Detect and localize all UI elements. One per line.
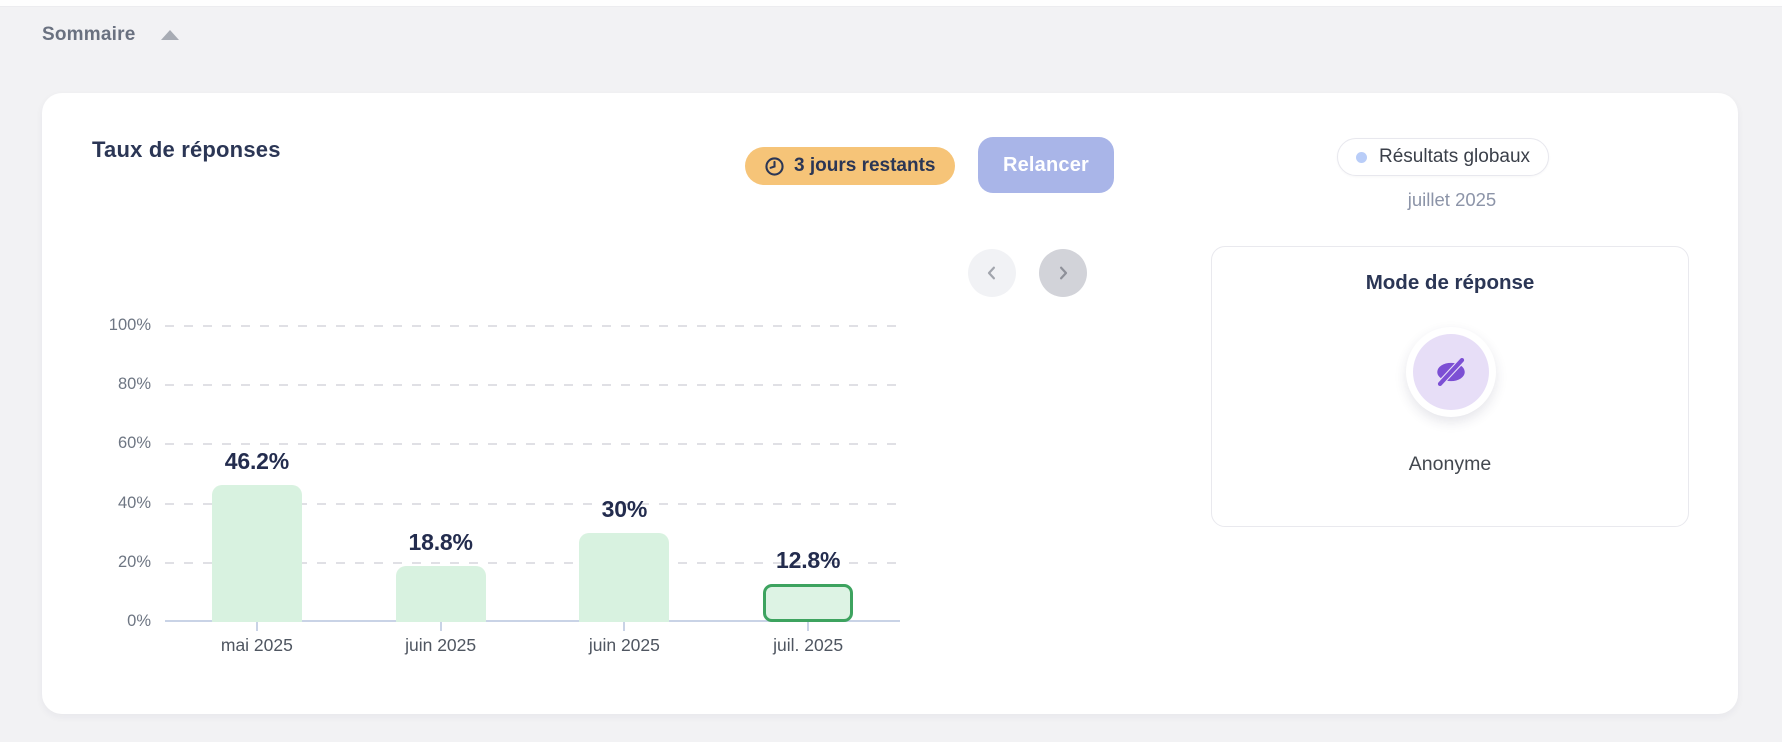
y-axis-tick-label: 80% bbox=[117, 375, 151, 394]
x-axis-tick-label: juil. 2025 bbox=[773, 635, 844, 655]
y-axis-tick-label: 0% bbox=[127, 612, 151, 630]
gridline bbox=[165, 325, 900, 327]
gridline bbox=[165, 443, 900, 446]
section-header: Sommaire bbox=[42, 24, 180, 46]
x-axis-tick bbox=[623, 622, 626, 631]
bar-juin-2025[interactable] bbox=[395, 566, 486, 622]
response-rate-card: Taux de réponses 3 jours restants Relanc… bbox=[42, 93, 1738, 714]
previous-card-edge bbox=[0, 0, 1782, 7]
gridline bbox=[165, 561, 900, 564]
bar-value-label: 12.8% bbox=[776, 547, 841, 574]
next-period-button[interactable] bbox=[1039, 249, 1087, 297]
eye-off-icon bbox=[1413, 334, 1489, 410]
global-results-label: Résultats globaux bbox=[1379, 146, 1531, 167]
x-axis-tick bbox=[255, 622, 258, 631]
bar-value-label: 30% bbox=[601, 496, 648, 523]
collapse-up-icon[interactable] bbox=[161, 30, 180, 40]
legend-dot-icon bbox=[1356, 151, 1367, 163]
days-left-badge: 3 jours restants bbox=[745, 147, 955, 185]
card-title: Taux de réponses bbox=[92, 137, 281, 162]
global-results-pill[interactable]: Résultats globaux bbox=[1337, 138, 1550, 176]
x-axis-tick-label: juin 2025 bbox=[588, 635, 660, 655]
chevron-right-icon bbox=[1060, 266, 1068, 280]
clock-icon bbox=[764, 156, 785, 177]
bar-juin-2025[interactable] bbox=[579, 533, 670, 622]
x-axis-tick-label: juin 2025 bbox=[405, 635, 477, 655]
y-axis-tick-label: 100% bbox=[108, 316, 151, 334]
bar-value-label: 46.2% bbox=[224, 448, 289, 475]
chevron-left-icon bbox=[987, 266, 995, 280]
relaunch-button[interactable]: Relancer bbox=[978, 137, 1114, 193]
gridline bbox=[165, 502, 900, 505]
anonymous-mode-badge bbox=[1406, 327, 1496, 417]
days-left-label: 3 jours restants bbox=[794, 155, 936, 176]
response-rate-chart: 0% 20% 40% 60% 80% 100% 46.2% mai 2025 18.8% juin… bbox=[109, 316, 900, 655]
period-label: juillet 2025 bbox=[1407, 189, 1497, 210]
y-axis-tick-label: 40% bbox=[117, 493, 151, 512]
mode-value: Anonyme bbox=[1408, 453, 1492, 475]
x-axis-tick-label: mai 2025 bbox=[220, 635, 293, 655]
y-axis-tick-label: 60% bbox=[117, 434, 151, 453]
x-axis-tick bbox=[807, 622, 810, 631]
bar-juil-2025[interactable] bbox=[763, 584, 854, 622]
bar-mai-2025[interactable] bbox=[211, 485, 302, 622]
response-mode-card: Mode de réponse Anonyme bbox=[1211, 246, 1689, 527]
y-axis-tick-label: 20% bbox=[117, 552, 151, 571]
mode-card-title: Mode de réponse bbox=[1365, 271, 1535, 294]
gridline bbox=[165, 384, 900, 387]
bar-value-label: 18.8% bbox=[408, 529, 473, 556]
prev-period-button[interactable] bbox=[968, 249, 1016, 297]
x-axis-tick bbox=[439, 622, 442, 631]
section-title: Sommaire bbox=[42, 24, 136, 45]
